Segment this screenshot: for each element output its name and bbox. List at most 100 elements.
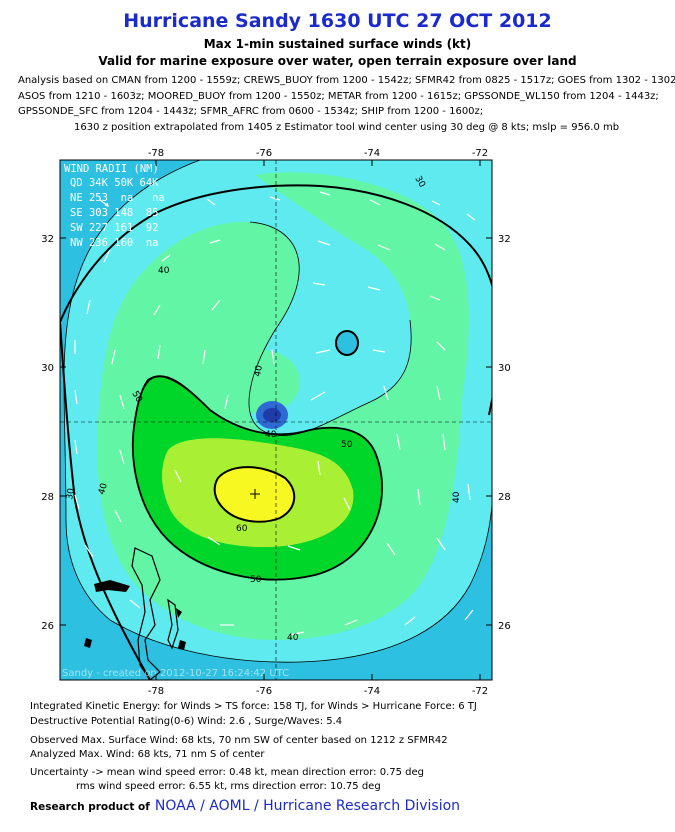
wind-arrow <box>317 460 321 476</box>
wind-arrow <box>161 254 171 262</box>
wind-arrow <box>119 449 125 465</box>
wind-arrow <box>99 199 109 207</box>
land-grand-bahama <box>94 580 130 592</box>
contour-label: 50 <box>341 440 353 450</box>
uncertainty-rms-line: rms wind speed error: 6.55 kt, rms direc… <box>76 781 381 792</box>
wind-arrow <box>209 239 221 244</box>
wind-arrow <box>467 483 471 501</box>
wind-arrow <box>367 286 381 291</box>
land-andros <box>84 638 92 648</box>
wind-arrow <box>436 385 441 401</box>
wind-radii-header: QD 34K 50K 64K <box>70 177 159 189</box>
lon-tick-label: -78 <box>148 686 164 697</box>
contour-30 <box>63 160 492 663</box>
wind-arrow <box>202 349 206 365</box>
lon-tick-label: -74 <box>364 148 380 159</box>
contour-34kt-island <box>335 330 359 356</box>
wind-arrow <box>157 344 161 360</box>
lat-tick-label: 28 <box>41 492 54 503</box>
wind-arrow <box>211 299 221 311</box>
wind-radii-row: SE 303 148 85 <box>70 207 159 219</box>
wind-minimum-eye-inner <box>263 408 281 422</box>
wind-arrow <box>383 385 389 401</box>
wind-arrow <box>312 282 326 286</box>
wind-arrow <box>111 349 116 365</box>
analysis-sources: Analysis based on CMAN from 1200 - 1559z… <box>18 73 675 135</box>
wind-arrow <box>153 304 161 316</box>
lat-tick-label: 30 <box>498 363 511 374</box>
contour-label: 50 <box>250 575 262 585</box>
land-bahamas <box>84 547 186 680</box>
lat-tick-label: 28 <box>498 492 511 503</box>
wind-arrow <box>119 394 125 410</box>
wind-arrow <box>310 391 326 401</box>
contour-label: 40 <box>253 364 265 377</box>
wind-arrow <box>114 509 122 523</box>
wind-radii-row: SW 227 161 92 <box>70 222 159 234</box>
map-subtitle: Max 1-min sustained surface winds (kt) <box>203 37 472 51</box>
wind-arrow <box>207 536 221 546</box>
wind-arrow <box>429 295 441 301</box>
wind-radii-title: WIND RADII (NM) <box>64 163 159 175</box>
contour-40 <box>248 221 412 436</box>
storm-center-marker <box>250 489 260 499</box>
lat-tick-label: 30 <box>41 363 54 374</box>
wind-arrow <box>174 469 182 483</box>
contour-label: 40 <box>452 491 462 503</box>
wind-arrow <box>386 542 396 556</box>
analysis-line: ASOS from 1210 - 1603z; MOORED_BUOY from… <box>18 90 659 102</box>
wind-arrow <box>442 433 446 451</box>
wind-arrow <box>434 243 446 251</box>
lon-tick-label: -72 <box>472 148 488 159</box>
lat-tick-label: 32 <box>498 234 511 245</box>
map-subtitle-exposure: Valid for marine exposure over water, op… <box>98 54 577 68</box>
wind-arrow <box>315 349 331 354</box>
wind-radii-row: NW 236 160 na <box>70 237 159 249</box>
wind-arrow <box>436 341 446 351</box>
wind-arrow <box>372 349 386 353</box>
wind-arrow <box>289 631 305 636</box>
longitude-labels-top: -78 -76 -74 -72 <box>148 148 488 159</box>
lon-tick-label: -76 <box>256 148 272 159</box>
wind-pocket-40kt <box>224 350 300 414</box>
plot-frame <box>59 159 493 681</box>
lon-tick-label: -76 <box>256 686 272 697</box>
contour-label: 30 <box>65 487 77 500</box>
contour-label: 40 <box>265 430 277 440</box>
wind-arrow <box>466 213 476 221</box>
uncertainty-line: Uncertainty -> mean wind speed error: 0.… <box>30 767 425 778</box>
wind-arrow <box>344 619 358 626</box>
land-abaco <box>131 547 161 680</box>
wind-arrow <box>84 544 94 558</box>
land-eleuthera <box>167 598 179 650</box>
credit-organization: NOAA / AOML / Hurricane Research Divisio… <box>154 798 461 814</box>
lat-tick-label: 26 <box>41 621 54 632</box>
wind-arrow <box>369 199 381 206</box>
wind-arrow <box>436 537 446 551</box>
wind-arrow <box>417 488 421 506</box>
analysis-line: Analysis based on CMAN from 1200 - 1559z… <box>18 75 675 86</box>
contour-label: 40 <box>97 482 110 496</box>
lat-tick-label: 26 <box>498 621 511 632</box>
lon-tick-label: -78 <box>148 148 164 159</box>
wind-arrow <box>206 198 216 206</box>
map-title: Hurricane Sandy 1630 UTC 27 OCT 2012 <box>123 10 552 32</box>
wind-arrow <box>74 389 78 405</box>
wind-vectors <box>74 191 476 636</box>
wind-arrow <box>317 240 331 246</box>
contour-label: 60 <box>236 524 248 534</box>
wind-radii-table: WIND RADII (NM) QD 34K 50K 64K NE 253 na… <box>64 163 165 249</box>
wind-arrow <box>74 494 80 510</box>
wind-arrow <box>431 200 441 206</box>
wind-arrow <box>86 299 91 315</box>
wind-arrow <box>319 191 331 196</box>
lon-tick-label: -72 <box>472 686 488 697</box>
contour-34kt <box>60 184 492 680</box>
analyzed-max-wind: Analyzed Max. Wind: 68 kts, 71 nm S of c… <box>30 749 265 760</box>
analysis-line: GPSSONDE_SFC from 1204 - 1443z; SFMR_AFR… <box>18 106 484 117</box>
wind-arrow <box>396 433 401 451</box>
wind-arrow <box>343 497 351 511</box>
land-cays <box>178 640 186 650</box>
contour-label: 40 <box>287 633 299 643</box>
wind-radii-row: NE 253 na na <box>70 192 165 204</box>
